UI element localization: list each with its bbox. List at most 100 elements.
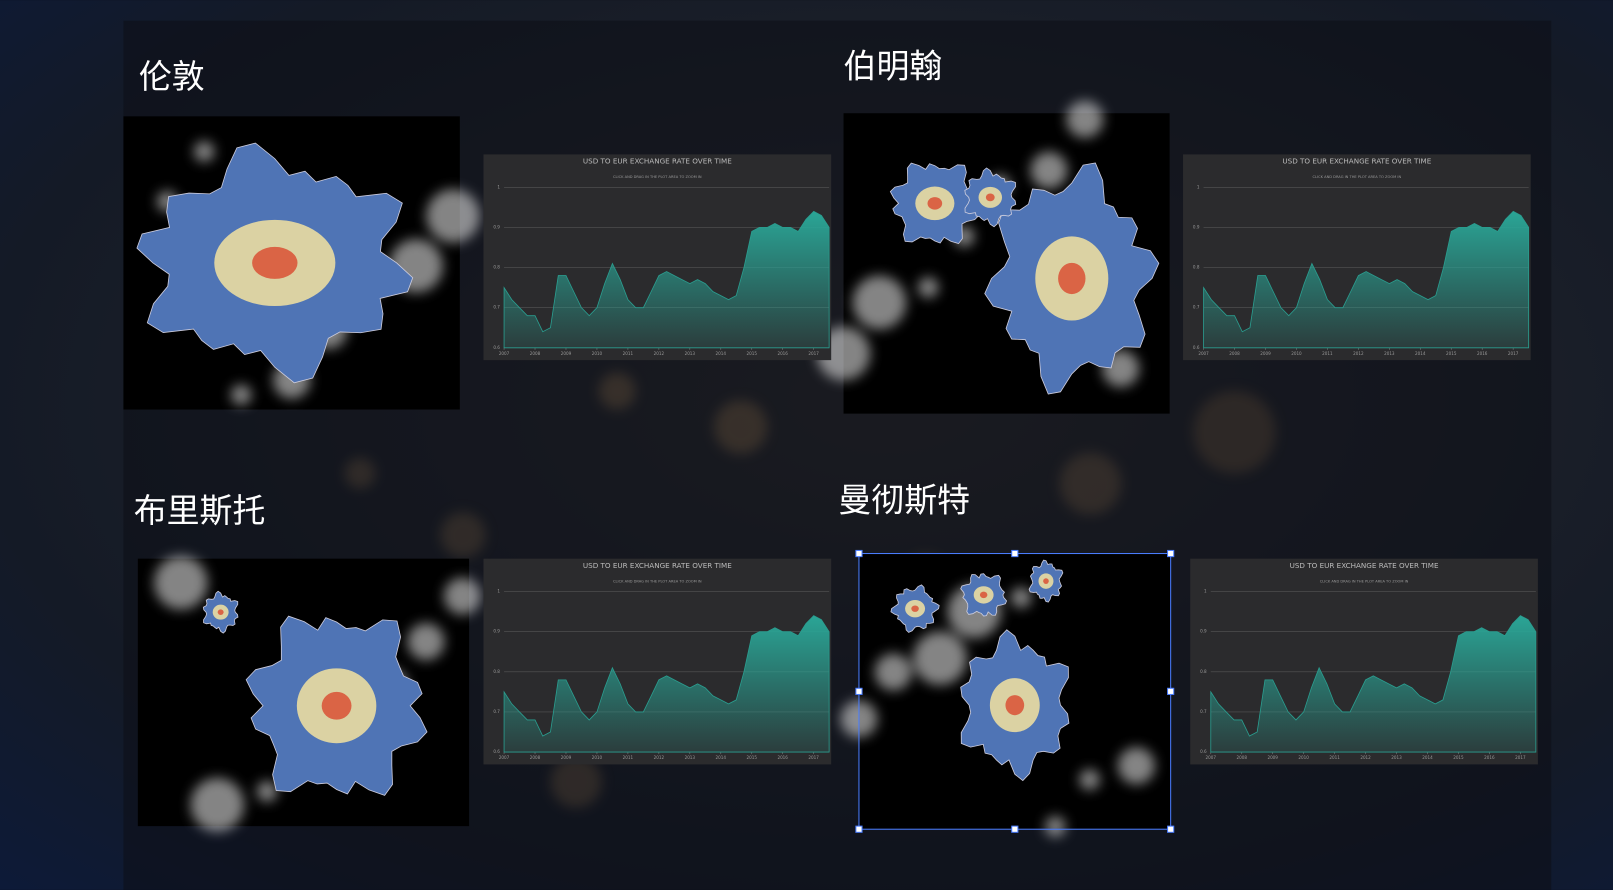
- y-tick-label: 0.7: [493, 305, 500, 310]
- chart-title: USD TO EUR EXCHANGE RATE OVER TIME: [583, 157, 732, 166]
- light: [1010, 587, 1032, 608]
- density-high: [1005, 695, 1025, 716]
- chart-title: USD TO EUR EXCHANGE RATE OVER TIME: [1282, 157, 1431, 166]
- density-high: [985, 193, 995, 202]
- x-tick-label: 2007: [499, 755, 510, 760]
- chart-subtitle: CLICK AND DRAG IN THE PLOT AREA TO ZOOM …: [613, 175, 702, 179]
- y-tick-label: 0.7: [1193, 305, 1200, 310]
- x-tick-label: 2008: [530, 351, 541, 356]
- x-tick-label: 2015: [1446, 351, 1457, 356]
- x-tick-label: 2014: [1422, 755, 1433, 760]
- selection-handle: [855, 549, 863, 558]
- chart-subtitle: CLICK AND DRAG IN THE PLOT AREA TO ZOOM …: [613, 579, 702, 583]
- area: [503, 210, 830, 349]
- light: [1030, 151, 1068, 189]
- y-tick-label: 1: [1204, 589, 1207, 594]
- x-tick-label: 2008: [1237, 755, 1248, 760]
- x-tick-label: 2009: [1267, 755, 1278, 760]
- density-high: [1043, 578, 1049, 584]
- density-high: [217, 609, 224, 615]
- chart-title: USD TO EUR EXCHANGE RATE OVER TIME: [1290, 561, 1439, 570]
- x-tick-label: 2009: [561, 351, 572, 356]
- x-tick-label: 2016: [777, 755, 788, 760]
- y-tick-label: 0.6: [1193, 345, 1200, 350]
- light: [426, 189, 480, 243]
- selection-handle: [1011, 825, 1019, 833]
- light: [1079, 769, 1100, 790]
- x-tick-label: 2012: [654, 351, 665, 356]
- x-tick-label: 2007: [1198, 351, 1209, 356]
- y-tick-label: 1: [1197, 184, 1200, 189]
- x-tick-label: 2017: [1508, 351, 1519, 356]
- area: [1203, 210, 1530, 349]
- x-tick-label: 2013: [685, 351, 696, 356]
- x-tick-label: 2014: [1415, 351, 1426, 356]
- y-tick-label: 0.7: [1200, 709, 1207, 714]
- selection-handle: [1167, 825, 1175, 833]
- light: [193, 141, 215, 162]
- x-tick-label: 2015: [746, 351, 757, 356]
- x-tick-label: 2010: [592, 755, 603, 760]
- y-tick-label: 0.8: [1200, 669, 1207, 674]
- y-tick-label: 0.9: [1193, 224, 1200, 229]
- x-tick-label: 2013: [685, 755, 696, 760]
- map-image: [840, 549, 1175, 837]
- y-tick-label: 0.6: [493, 345, 500, 350]
- map-image: [816, 100, 1170, 414]
- selection-handle: [1011, 549, 1019, 558]
- x-tick-label: 2007: [499, 351, 510, 356]
- city-title: 布里斯托: [134, 491, 266, 530]
- y-tick-label: 0.9: [493, 224, 500, 229]
- y-tick-label: 0.9: [1200, 629, 1207, 634]
- density-high: [1058, 262, 1086, 295]
- density-high: [252, 246, 298, 279]
- light: [154, 555, 208, 610]
- chart-thumbnail: USD TO EUR EXCHANGE RATE OVER TIME CLICK …: [1190, 558, 1538, 765]
- x-tick-label: 2014: [716, 755, 727, 760]
- city-title: 曼彻斯特: [838, 481, 970, 520]
- y-tick-label: 0.6: [1200, 749, 1207, 754]
- chart-thumbnail: USD TO EUR EXCHANGE RATE OVER TIME CLICK …: [483, 558, 832, 765]
- selection-handle: [855, 687, 863, 695]
- y-tick-label: 0.9: [493, 629, 500, 634]
- x-tick-label: 2017: [1515, 755, 1526, 760]
- x-tick-label: 2009: [561, 755, 572, 760]
- density-high: [979, 591, 988, 599]
- area: [1210, 615, 1537, 753]
- density-high: [321, 691, 352, 720]
- light: [256, 781, 278, 802]
- x-tick-label: 2007: [1206, 755, 1217, 760]
- y-tick-label: 0.8: [1193, 265, 1200, 270]
- area: [503, 615, 830, 753]
- light: [190, 777, 245, 832]
- light: [1045, 816, 1066, 837]
- selection-handle: [855, 825, 863, 833]
- x-tick-label: 2012: [1353, 351, 1364, 356]
- light: [407, 623, 445, 661]
- chart-subtitle: CLICK AND DRAG IN THE PLOT AREA TO ZOOM …: [1320, 579, 1409, 583]
- light: [918, 277, 939, 298]
- x-tick-label: 2010: [1298, 755, 1309, 760]
- y-tick-label: 0.8: [493, 265, 500, 270]
- chart-title: USD TO EUR EXCHANGE RATE OVER TIME: [583, 561, 732, 570]
- y-tick-label: 0.7: [493, 709, 500, 714]
- light: [1117, 747, 1155, 785]
- map-image: [123, 116, 480, 410]
- x-tick-label: 2014: [716, 351, 727, 356]
- light: [1066, 100, 1104, 138]
- city-title: 伯明翰: [844, 46, 943, 85]
- chart-thumbnail: USD TO EUR EXCHANGE RATE OVER TIME CLICK …: [483, 154, 832, 361]
- selection-handle: [1167, 549, 1175, 558]
- x-tick-label: 2017: [808, 755, 819, 760]
- light: [230, 384, 252, 406]
- x-tick-label: 2011: [1329, 755, 1340, 760]
- x-tick-label: 2015: [1453, 755, 1464, 760]
- x-tick-label: 2013: [1391, 755, 1402, 760]
- x-tick-label: 2009: [1260, 351, 1271, 356]
- map-image: [137, 555, 481, 832]
- x-tick-label: 2011: [623, 351, 634, 356]
- y-tick-label: 1: [497, 589, 500, 594]
- x-tick-label: 2011: [623, 755, 634, 760]
- x-tick-label: 2012: [654, 755, 665, 760]
